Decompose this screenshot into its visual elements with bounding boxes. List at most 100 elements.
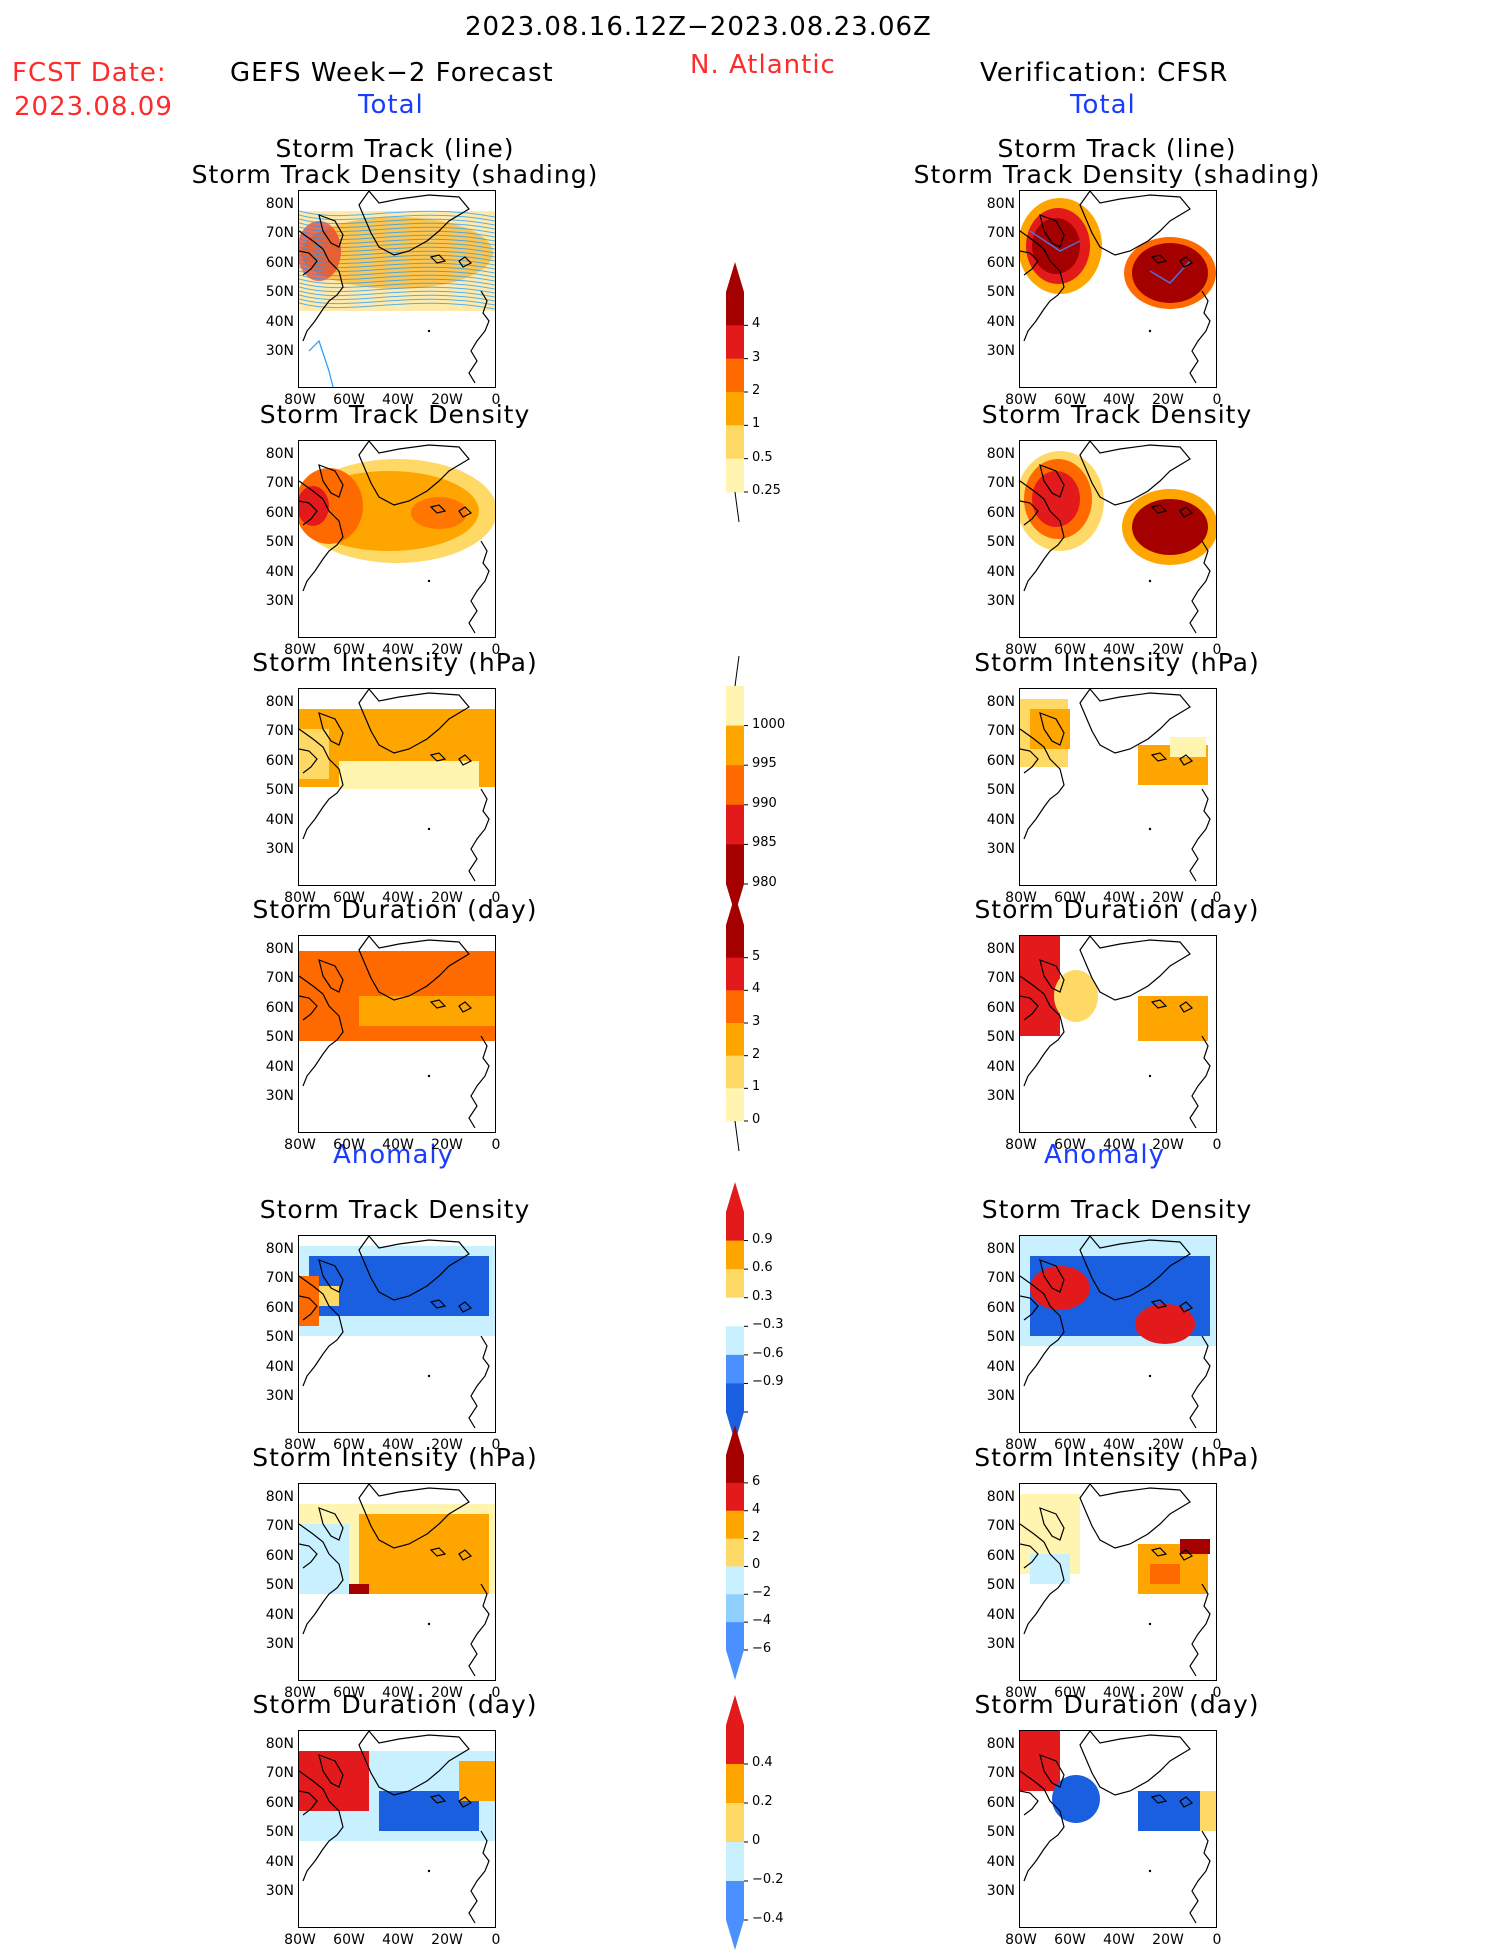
lat-tick-label: 80N <box>265 1241 294 1257</box>
colorbar-tick-label: 3 <box>752 349 761 365</box>
colorbar-tick-label: 0 <box>752 1557 761 1573</box>
lat-tick-label: 30N <box>986 343 1015 359</box>
lat-tick-label: 70N <box>265 225 294 242</box>
lon-tick-label: 20W <box>431 1137 463 1153</box>
lon-tick-label: 80W <box>284 1137 316 1153</box>
lon-tick-label: 80W <box>284 1685 316 1701</box>
lat-tick-label: 40N <box>986 1853 1015 1870</box>
lat-tick-label: 30N <box>986 841 1015 857</box>
lat-tick-label: 50N <box>265 1029 294 1046</box>
lon-tick-label: 60W <box>333 890 365 906</box>
lat-tick-label: 80N <box>265 941 294 957</box>
colorbar-tick-label: 0.4 <box>752 1755 773 1770</box>
colorbar-tick-label: −0.6 <box>752 1345 784 1361</box>
right-anomaly-label: Anomaly <box>1044 1140 1166 1170</box>
lat-tick-label: 60N <box>986 254 1015 271</box>
colorbar-tick-label: 2 <box>752 1046 761 1062</box>
lon-tick-label: 60W <box>1054 642 1086 658</box>
lon-tick-label: 40W <box>382 1932 414 1948</box>
panel-title: Storm Track Density <box>259 400 531 429</box>
lon-tick-label: 80W <box>284 392 316 408</box>
lat-tick-label: 60N <box>265 1547 294 1564</box>
colorbar-tick-label: 0.3 <box>752 1288 773 1304</box>
map-panel <box>1019 1235 1217 1433</box>
lon-tick-label: 40W <box>1103 1437 1135 1453</box>
left-total-label: Total <box>358 90 424 120</box>
lon-tick-label: 80W <box>1005 1137 1037 1153</box>
lat-tick-label: 60N <box>265 999 294 1016</box>
lat-tick-label: 50N <box>265 1824 294 1841</box>
panel-title-line: Storm Track (line) <box>997 134 1237 163</box>
lat-tick-label: 80N <box>986 1241 1015 1257</box>
colorbar-tick-label: 990 <box>752 795 777 811</box>
lon-tick-label: 80W <box>1005 642 1037 658</box>
lat-tick-label: 60N <box>986 504 1015 521</box>
lon-tick-label: 40W <box>1103 1932 1135 1948</box>
fcst-date-value: 2023.08.09 <box>14 92 173 122</box>
colorbar-tick-label: 1 <box>752 416 761 432</box>
lon-tick-label: 60W <box>333 1932 365 1948</box>
right-total-label: Total <box>1070 90 1136 120</box>
map-panel <box>298 688 496 886</box>
panel-title-shading: Storm Track Density (shading) <box>191 160 599 189</box>
lon-tick-label: 40W <box>1103 642 1135 658</box>
lat-tick-label: 70N <box>265 1270 294 1287</box>
lon-tick-label: 20W <box>431 392 463 408</box>
lat-tick-label: 40N <box>986 1606 1015 1623</box>
lon-tick-label: 80W <box>1005 890 1037 906</box>
lat-tick-label: 60N <box>265 1299 294 1316</box>
lat-tick-label: 30N <box>265 1388 294 1404</box>
lon-tick-label: 20W <box>431 1932 463 1948</box>
lon-tick-label: 60W <box>333 1685 365 1701</box>
lat-tick-label: 60N <box>265 504 294 521</box>
left-anomaly-label: Anomaly <box>333 1140 455 1170</box>
lon-tick-label: 0 <box>491 890 501 906</box>
lon-tick-label: 20W <box>1152 890 1184 906</box>
lat-tick-label: 40N <box>986 1058 1015 1075</box>
lon-tick-label: 20W <box>431 890 463 906</box>
colorbar-tick-label: 2 <box>752 1529 761 1545</box>
lat-tick-label: 80N <box>986 1736 1015 1752</box>
lat-tick-label: 50N <box>986 1824 1015 1841</box>
colorbar-intensity-anom <box>726 1425 786 1684</box>
lat-tick-label: 30N <box>986 593 1015 609</box>
lon-tick-label: 0 <box>1212 642 1222 658</box>
lon-tick-label: 0 <box>491 1932 501 1948</box>
left-column-title: GEFS Week−2 Forecast <box>230 58 554 88</box>
lon-tick-label: 0 <box>491 642 501 658</box>
lat-tick-label: 60N <box>986 1299 1015 1316</box>
lat-tick-label: 50N <box>265 1577 294 1594</box>
lon-tick-label: 40W <box>1103 1137 1135 1153</box>
lat-tick-label: 40N <box>986 1358 1015 1375</box>
lat-tick-label: 40N <box>265 313 294 330</box>
lat-tick-label: 70N <box>986 1270 1015 1287</box>
colorbar-tick-label: 4 <box>752 981 761 997</box>
colorbar-intensity-total <box>726 655 786 918</box>
lat-tick-label: 60N <box>265 1794 294 1811</box>
colorbar-tick-label: −0.4 <box>752 1911 784 1926</box>
lat-tick-label: 50N <box>265 284 294 301</box>
lat-tick-label: 80N <box>265 1736 294 1752</box>
lon-tick-label: 20W <box>431 1685 463 1701</box>
lon-tick-label: 40W <box>382 392 414 408</box>
colorbar-tick-label: 0.6 <box>752 1260 773 1276</box>
panel-title: Storm Intensity (hPa) <box>252 1443 538 1472</box>
colorbar-tick-label: −0.9 <box>752 1374 784 1390</box>
colorbar-tick-label: 4 <box>752 316 761 332</box>
map-panel <box>298 1730 496 1928</box>
lon-tick-label: 0 <box>491 392 501 408</box>
map-panel <box>298 935 496 1133</box>
lon-tick-label: 0 <box>1212 1932 1222 1948</box>
colorbar-tick-label: 1000 <box>752 716 786 732</box>
colorbar-density-total <box>726 262 786 526</box>
map-panel <box>1019 440 1217 638</box>
lat-tick-label: 60N <box>986 1794 1015 1811</box>
lon-tick-label: 60W <box>1054 1137 1086 1153</box>
lat-tick-label: 60N <box>986 1547 1015 1564</box>
colorbar-tick-label: −6 <box>752 1641 772 1656</box>
lat-tick-label: 30N <box>265 1636 294 1652</box>
map-panel <box>1019 935 1217 1133</box>
lon-tick-label: 20W <box>1152 1932 1184 1948</box>
map-panel <box>1019 1483 1217 1681</box>
colorbar-tick-label: 4 <box>752 1501 761 1517</box>
